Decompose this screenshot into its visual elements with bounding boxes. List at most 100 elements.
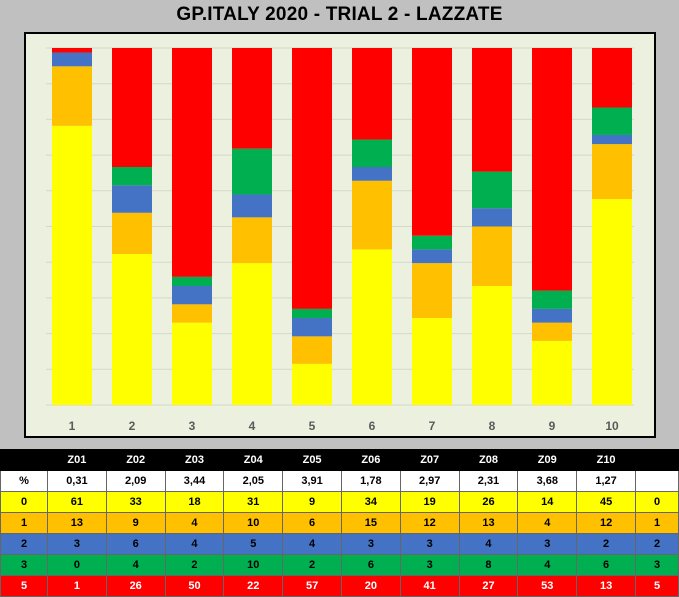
table-row: 3 0 4 2 10 2 6 3 8 4 6 3 (0, 554, 679, 576)
table-header-cell: Z04 (223, 449, 284, 471)
row-label: 5 (0, 575, 48, 597)
table-row: % 0,31 2,09 3,44 2,05 3,91 1,78 2,97 2,31 3,68 1,2… (0, 470, 679, 492)
x-tick-label: 7 (429, 419, 436, 433)
row-label: % (0, 470, 48, 492)
table-header-cell: Z02 (105, 449, 166, 471)
row-end-label: 2 (635, 533, 679, 555)
table-row: 1 13 9 4 10 6 15 12 13 4 12 1 (0, 512, 679, 534)
table-header-cell: Z08 (458, 449, 519, 471)
table-cell: 2 (576, 533, 636, 555)
table-cell: 6 (340, 554, 401, 576)
table-cell: 26 (105, 575, 166, 597)
table-cell: 34 (340, 491, 401, 513)
bar-segment-5-8 (472, 48, 512, 172)
bar-segment-2-9 (532, 308, 572, 323)
bar-segment-0-9 (532, 340, 572, 405)
bar-segment-0-8 (472, 286, 512, 405)
bar-segment-5-9 (532, 48, 572, 291)
bar-segment-0-4 (232, 263, 272, 405)
bar-segment-2-4 (232, 194, 272, 218)
table-cell: 3 (517, 533, 578, 555)
table-header-cell (0, 449, 48, 471)
bar-segment-2-5 (292, 318, 332, 337)
x-tick-label: 4 (249, 419, 256, 433)
bar-segment-5-7 (412, 48, 452, 236)
x-tick-label: 9 (549, 419, 556, 433)
table-cell: 12 (399, 512, 460, 534)
table-cell: 53 (517, 575, 578, 597)
bar-segment-5-3 (172, 48, 212, 277)
table-cell: 4 (517, 554, 578, 576)
table-cell: 13 (47, 512, 107, 534)
table-cell: 26 (458, 491, 519, 513)
table-cell: 3 (47, 533, 107, 555)
x-tick-label: 2 (129, 419, 136, 433)
table-cell: 0 (47, 554, 107, 576)
bar-segment-5-2 (112, 48, 152, 167)
table-cell: 13 (458, 512, 519, 534)
table-header-cell: Z03 (164, 449, 225, 471)
bar-segment-0-6 (352, 249, 392, 405)
bar-segment-2-7 (412, 249, 452, 264)
table-cell: 6 (105, 533, 166, 555)
bar-segment-3-9 (532, 290, 572, 309)
table-cell: 6 (282, 512, 342, 534)
table-cell: 57 (282, 575, 342, 597)
bar-segment-3-5 (292, 308, 332, 319)
table-cell: 14 (517, 491, 578, 513)
table-header-cell: Z06 (340, 449, 401, 471)
table-cell: 3 (399, 554, 460, 576)
x-tick-label: 5 (309, 419, 316, 433)
bar-segment-0-10 (592, 199, 632, 405)
table-cell: 22 (223, 575, 284, 597)
bar-segment-5-5 (292, 48, 332, 309)
table-cell: 31 (223, 491, 284, 513)
table-cell: 15 (340, 512, 401, 534)
bar-segment-1-2 (112, 212, 152, 254)
table-cell: 2,31 (458, 470, 519, 492)
row-end-label (635, 470, 679, 492)
table-cell: 10 (223, 512, 284, 534)
table-cell: 10 (223, 554, 284, 576)
table-cell: 9 (105, 512, 166, 534)
table-cell: 9 (282, 491, 342, 513)
row-label: 0 (0, 491, 48, 513)
row-end-label: 0 (635, 491, 679, 513)
table-cell: 12 (576, 512, 636, 534)
bar-segment-1-9 (532, 322, 572, 341)
bar-segment-1-4 (232, 217, 272, 264)
bar-segment-5-10 (592, 48, 632, 108)
bar-segment-1-8 (472, 226, 512, 286)
table-cell: 27 (458, 575, 519, 597)
bar-segment-0-1 (52, 125, 92, 406)
bar-segment-0-2 (112, 253, 152, 405)
table-cell: 3,68 (517, 470, 578, 492)
bar-segment-3-2 (112, 167, 152, 186)
x-tick-label: 3 (189, 419, 196, 433)
bar-segment-0-7 (412, 318, 452, 405)
table-cell: 1,78 (340, 470, 401, 492)
chart-title: GP.ITALY 2020 - TRIAL 2 - LAZZATE (176, 4, 503, 25)
bar-segment-5-1 (52, 48, 92, 53)
table-cell: 50 (164, 575, 225, 597)
table-cell: 2,05 (223, 470, 284, 492)
table-cell: 2,97 (399, 470, 460, 492)
data-table: Z01 Z02 Z03 Z04 Z05 Z06 Z07 Z08 Z09 Z10% 0,31 2,09 3… (0, 449, 679, 597)
bar-segment-3-7 (412, 235, 452, 250)
table-cell: 4 (164, 512, 225, 534)
table-cell: 3 (340, 533, 401, 555)
table-cell: 19 (399, 491, 460, 513)
bar-segment-2-2 (112, 185, 152, 213)
stacked-bar-chart: 1 2 3 4 5 6 7 8 9 10 (46, 47, 634, 433)
bar-segment-1-5 (292, 336, 332, 364)
table-cell: 3,91 (282, 470, 342, 492)
bar-segment-3-8 (472, 171, 512, 209)
plot-area: 1 2 3 4 5 6 7 8 9 10 (24, 32, 656, 438)
x-tick-label: 8 (489, 419, 496, 433)
table-cell: 4 (458, 533, 519, 555)
bar-segment-1-6 (352, 180, 392, 250)
row-label: 1 (0, 512, 48, 534)
table-cell: 4 (105, 554, 166, 576)
table-cell: 0,31 (47, 470, 107, 492)
